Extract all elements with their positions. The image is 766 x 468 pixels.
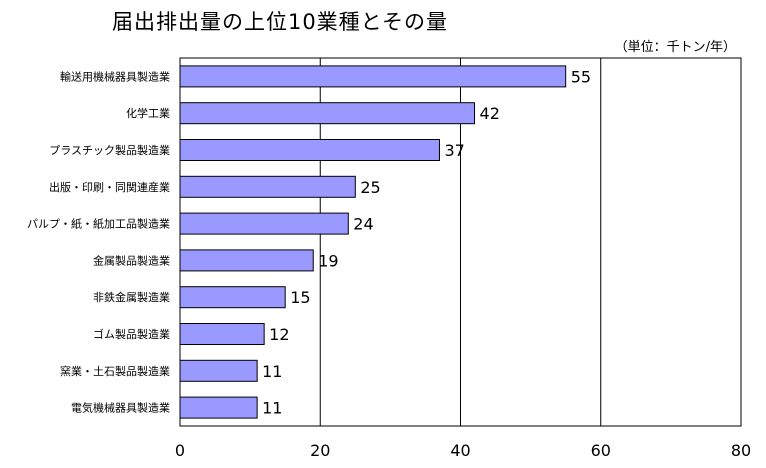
bar — [179, 249, 314, 272]
category-label: プラスチック製品製造業 — [49, 143, 170, 157]
bar — [179, 396, 258, 419]
bar — [179, 139, 440, 161]
category-label: 非鉄金属製造業 — [93, 290, 170, 304]
x-tick-label: 40 — [450, 441, 470, 460]
data-label: 24 — [353, 215, 373, 234]
data-label: 15 — [290, 288, 310, 307]
category-label: ゴム製品製造業 — [93, 327, 170, 341]
data-label: 37 — [444, 141, 464, 160]
x-tick-label: 20 — [310, 441, 330, 460]
category-label: 化学工業 — [126, 106, 170, 120]
category-label: 金属製品製造業 — [93, 253, 170, 267]
data-label: 25 — [360, 178, 380, 197]
data-label: 12 — [269, 325, 289, 344]
bar — [179, 212, 349, 235]
x-tick-label: 60 — [591, 441, 611, 460]
data-label: 11 — [262, 399, 282, 418]
data-label: 19 — [318, 251, 338, 270]
category-label: 窯業・土石製品製造業 — [60, 364, 170, 378]
data-label: 42 — [480, 104, 500, 123]
bar — [179, 286, 286, 309]
category-label: 電気機械器具製造業 — [71, 401, 170, 415]
bar — [179, 65, 567, 88]
chart-title: 届出排出量の上位10業種とその量 — [111, 10, 449, 34]
x-tick-label: 80 — [731, 441, 751, 460]
bar — [179, 359, 258, 382]
x-tick-label: 0 — [175, 441, 185, 460]
bar — [179, 175, 356, 198]
unit-label: （単位：千トン/年） — [614, 40, 736, 55]
category-label: 出版・印刷・同関連産業 — [49, 180, 170, 194]
data-label: 11 — [262, 362, 282, 381]
category-label: 輸送用機械器具製造業 — [60, 69, 170, 83]
category-label: パルプ・紙・紙加工品製造業 — [27, 217, 170, 231]
bar — [179, 102, 476, 125]
bar — [179, 323, 265, 345]
data-label: 55 — [571, 67, 591, 86]
